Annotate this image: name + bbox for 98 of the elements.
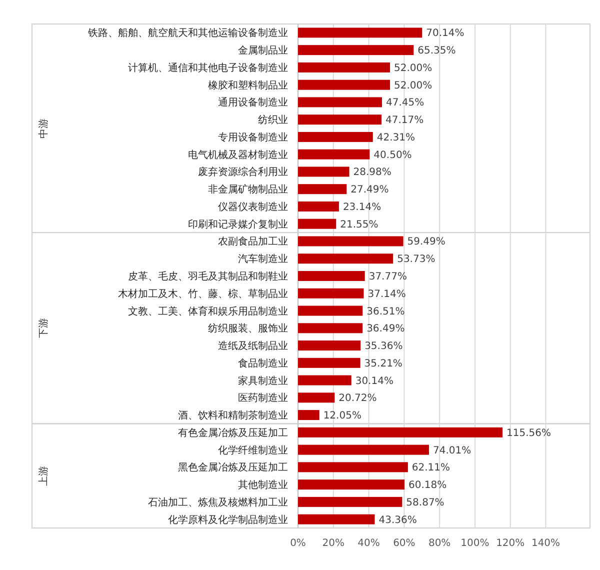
bar <box>298 410 320 420</box>
bar <box>298 271 365 281</box>
x-tick-label: 40% <box>358 538 380 549</box>
data-label: 27.49% <box>350 184 389 196</box>
bar <box>298 28 422 38</box>
x-tick-label: 80% <box>428 538 451 549</box>
y-tick-label: 电气机械及器材制造业 <box>188 148 288 161</box>
y-tick-label: 废弃资源综合利用业 <box>198 166 288 178</box>
x-tick-label: 0% <box>290 538 306 549</box>
bar <box>298 80 390 90</box>
bar <box>298 340 361 351</box>
data-label: 52.00% <box>394 62 432 74</box>
y-tick-label: 食品制造业 <box>238 357 288 370</box>
x-tick-label: 100% <box>460 538 490 549</box>
data-label: 42.31% <box>376 132 416 144</box>
x-tick-label: 60% <box>393 538 416 549</box>
bar <box>298 427 503 438</box>
y-tick-label: 化学原料及化学制品制造业 <box>168 514 288 526</box>
data-label: 21.55% <box>340 219 378 230</box>
bar <box>298 132 373 142</box>
x-tick-label: 120% <box>496 538 525 549</box>
bar <box>298 201 339 212</box>
data-label: 65.35% <box>418 46 456 57</box>
bar <box>298 392 335 403</box>
y-tick-label: 计算机、通信和其他电子设备制造业 <box>128 62 288 74</box>
y-tick-label: 有色金属冶炼及压延加工 <box>178 426 288 439</box>
data-label: 36.51% <box>366 306 405 318</box>
y-tick-label: 家具制造业 <box>238 374 288 387</box>
y-tick-label: 通用设备制造业 <box>218 96 288 109</box>
y-tick-label: 酒、饮料和精制茶制造业 <box>178 410 288 422</box>
bar <box>298 254 394 264</box>
data-label: 30.14% <box>355 376 394 387</box>
y-tick-label: 黑色金属冶炼及压延加工 <box>178 462 288 474</box>
y-tick-label: 汽车制造业 <box>238 253 288 266</box>
bar <box>298 218 336 229</box>
y-tick-label: 其他制造业 <box>238 479 288 492</box>
data-label: 74.01% <box>432 445 472 456</box>
bar <box>298 288 364 298</box>
data-label: 35.21% <box>364 358 402 370</box>
bar <box>298 62 390 72</box>
bar <box>298 375 352 386</box>
bar <box>298 514 375 524</box>
x-tick-label: 140% <box>531 538 560 549</box>
data-label: 35.36% <box>364 341 403 352</box>
data-label: 59.49% <box>407 236 446 248</box>
data-label: 52.00% <box>394 80 432 92</box>
bar <box>298 323 363 334</box>
y-tick-label: 纺织业 <box>258 114 288 126</box>
y-tick-label: 橡胶和塑料制品业 <box>208 79 288 92</box>
y-tick-label: 专用设备制造业 <box>218 131 288 144</box>
y-axis-title: 下游 <box>38 318 50 338</box>
y-tick-label: 金属制品业 <box>238 44 288 57</box>
y-tick-label: 造纸及纸制品业 <box>218 340 288 352</box>
bar <box>298 306 363 316</box>
bar <box>298 496 402 507</box>
y-tick-label: 非金属矿物制品业 <box>208 184 288 196</box>
data-label: 28.98% <box>353 167 392 178</box>
y-tick-label: 纺织服装、服饰业 <box>208 322 288 335</box>
bar <box>298 358 360 368</box>
bar <box>298 166 350 177</box>
bar <box>298 45 414 56</box>
x-tick-label: 20% <box>322 538 345 549</box>
data-label: 12.05% <box>323 410 362 422</box>
data-label: 20.72% <box>338 393 377 404</box>
data-label: 37.14% <box>368 288 406 300</box>
data-label: 47.45% <box>386 98 424 109</box>
data-label: 43.36% <box>378 514 417 526</box>
bar <box>298 184 347 194</box>
data-label: 37.77% <box>368 272 407 282</box>
bar <box>298 444 429 455</box>
data-label: 62.11% <box>412 462 450 474</box>
data-label: 70.14% <box>426 28 464 40</box>
y-axis-title: 上游 <box>38 466 50 486</box>
data-label: 115.56% <box>506 428 552 439</box>
y-tick-label: 仪器仪表制造业 <box>218 200 288 213</box>
y-tick-label: 医药制造业 <box>238 392 288 404</box>
data-label: 47.17% <box>385 115 424 126</box>
bar <box>298 97 382 108</box>
bar <box>298 149 370 160</box>
bar <box>298 236 404 246</box>
y-tick-label: 农副食品加工业 <box>218 236 288 248</box>
data-label: 40.50% <box>374 150 412 161</box>
y-tick-label: 文教、工美、体育和娱乐用品制造业 <box>128 305 288 318</box>
y-tick-label: 木材加工及木、竹、藤、棕、草制品业 <box>118 288 288 300</box>
y-tick-label: 印刷和记录媒介复制业 <box>188 218 288 230</box>
y-tick-label: 铁路、船舶、航空航天和其他运输设备制造业 <box>87 27 288 40</box>
data-label: 36.49% <box>366 324 405 335</box>
bar <box>298 114 382 125</box>
data-label: 23.14% <box>342 202 382 213</box>
data-label: 60.18% <box>408 480 447 492</box>
bar <box>298 462 408 472</box>
y-tick-label: 化学纤维制造业 <box>218 444 288 456</box>
y-tick-label: 石油加工、炼焦及核燃料加工业 <box>148 496 288 508</box>
y-axis-title: 中游 <box>38 118 50 138</box>
data-label: 58.87% <box>406 497 444 508</box>
bar <box>298 480 404 490</box>
data-label: 53.73% <box>397 254 436 266</box>
y-tick-label: 皮革、毛皮、羽毛及其制品和制鞋业 <box>128 270 288 282</box>
